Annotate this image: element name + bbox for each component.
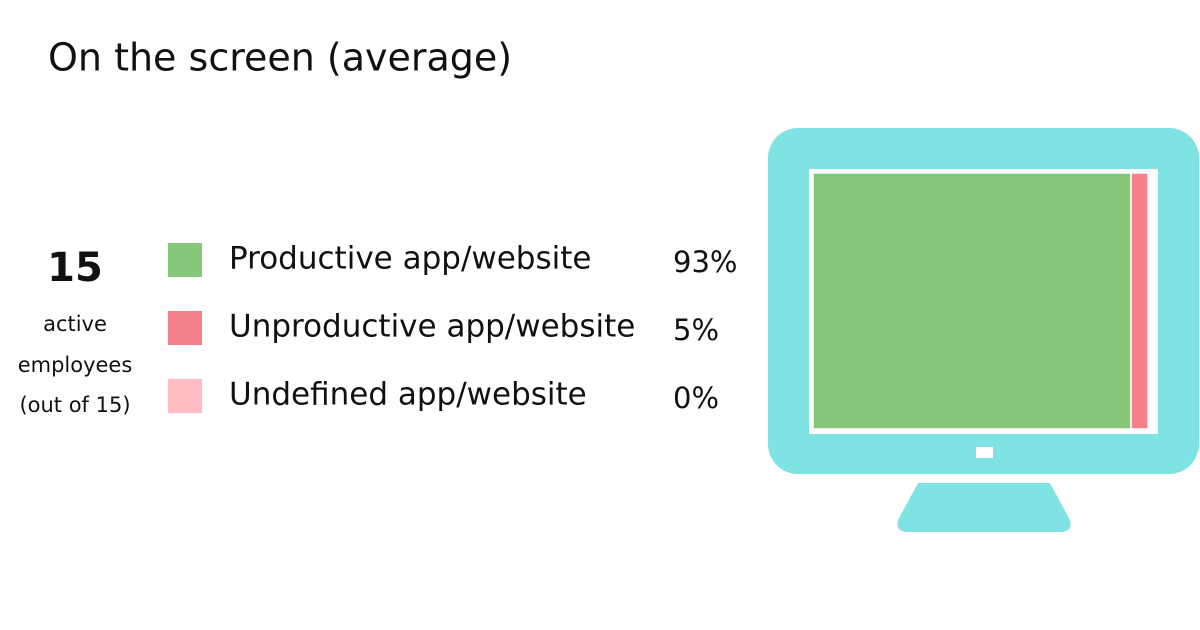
title: On the screen (average) bbox=[48, 36, 512, 80]
legend-swatch bbox=[168, 379, 202, 413]
legend-swatch bbox=[168, 311, 202, 345]
screen-segment bbox=[812, 172, 1132, 430]
value-label: 93% bbox=[673, 245, 737, 279]
screen-segment bbox=[1130, 172, 1149, 430]
stat-value: 15 bbox=[47, 245, 103, 291]
legend-label: Undefined app/website bbox=[229, 377, 587, 413]
stat-label: (out of 15) bbox=[19, 393, 130, 417]
monitor-stand bbox=[897, 483, 1071, 532]
stat-label: employees bbox=[18, 353, 133, 377]
legend-label: Unproductive app/website bbox=[229, 309, 635, 345]
legend-label: Productive app/website bbox=[229, 241, 591, 277]
legend-swatch bbox=[168, 243, 202, 277]
value-label: 0% bbox=[673, 381, 719, 415]
monitor-button bbox=[976, 447, 993, 458]
segments bbox=[812, 172, 1149, 430]
value-label: 5% bbox=[673, 313, 719, 347]
stat-label: active bbox=[43, 312, 107, 336]
